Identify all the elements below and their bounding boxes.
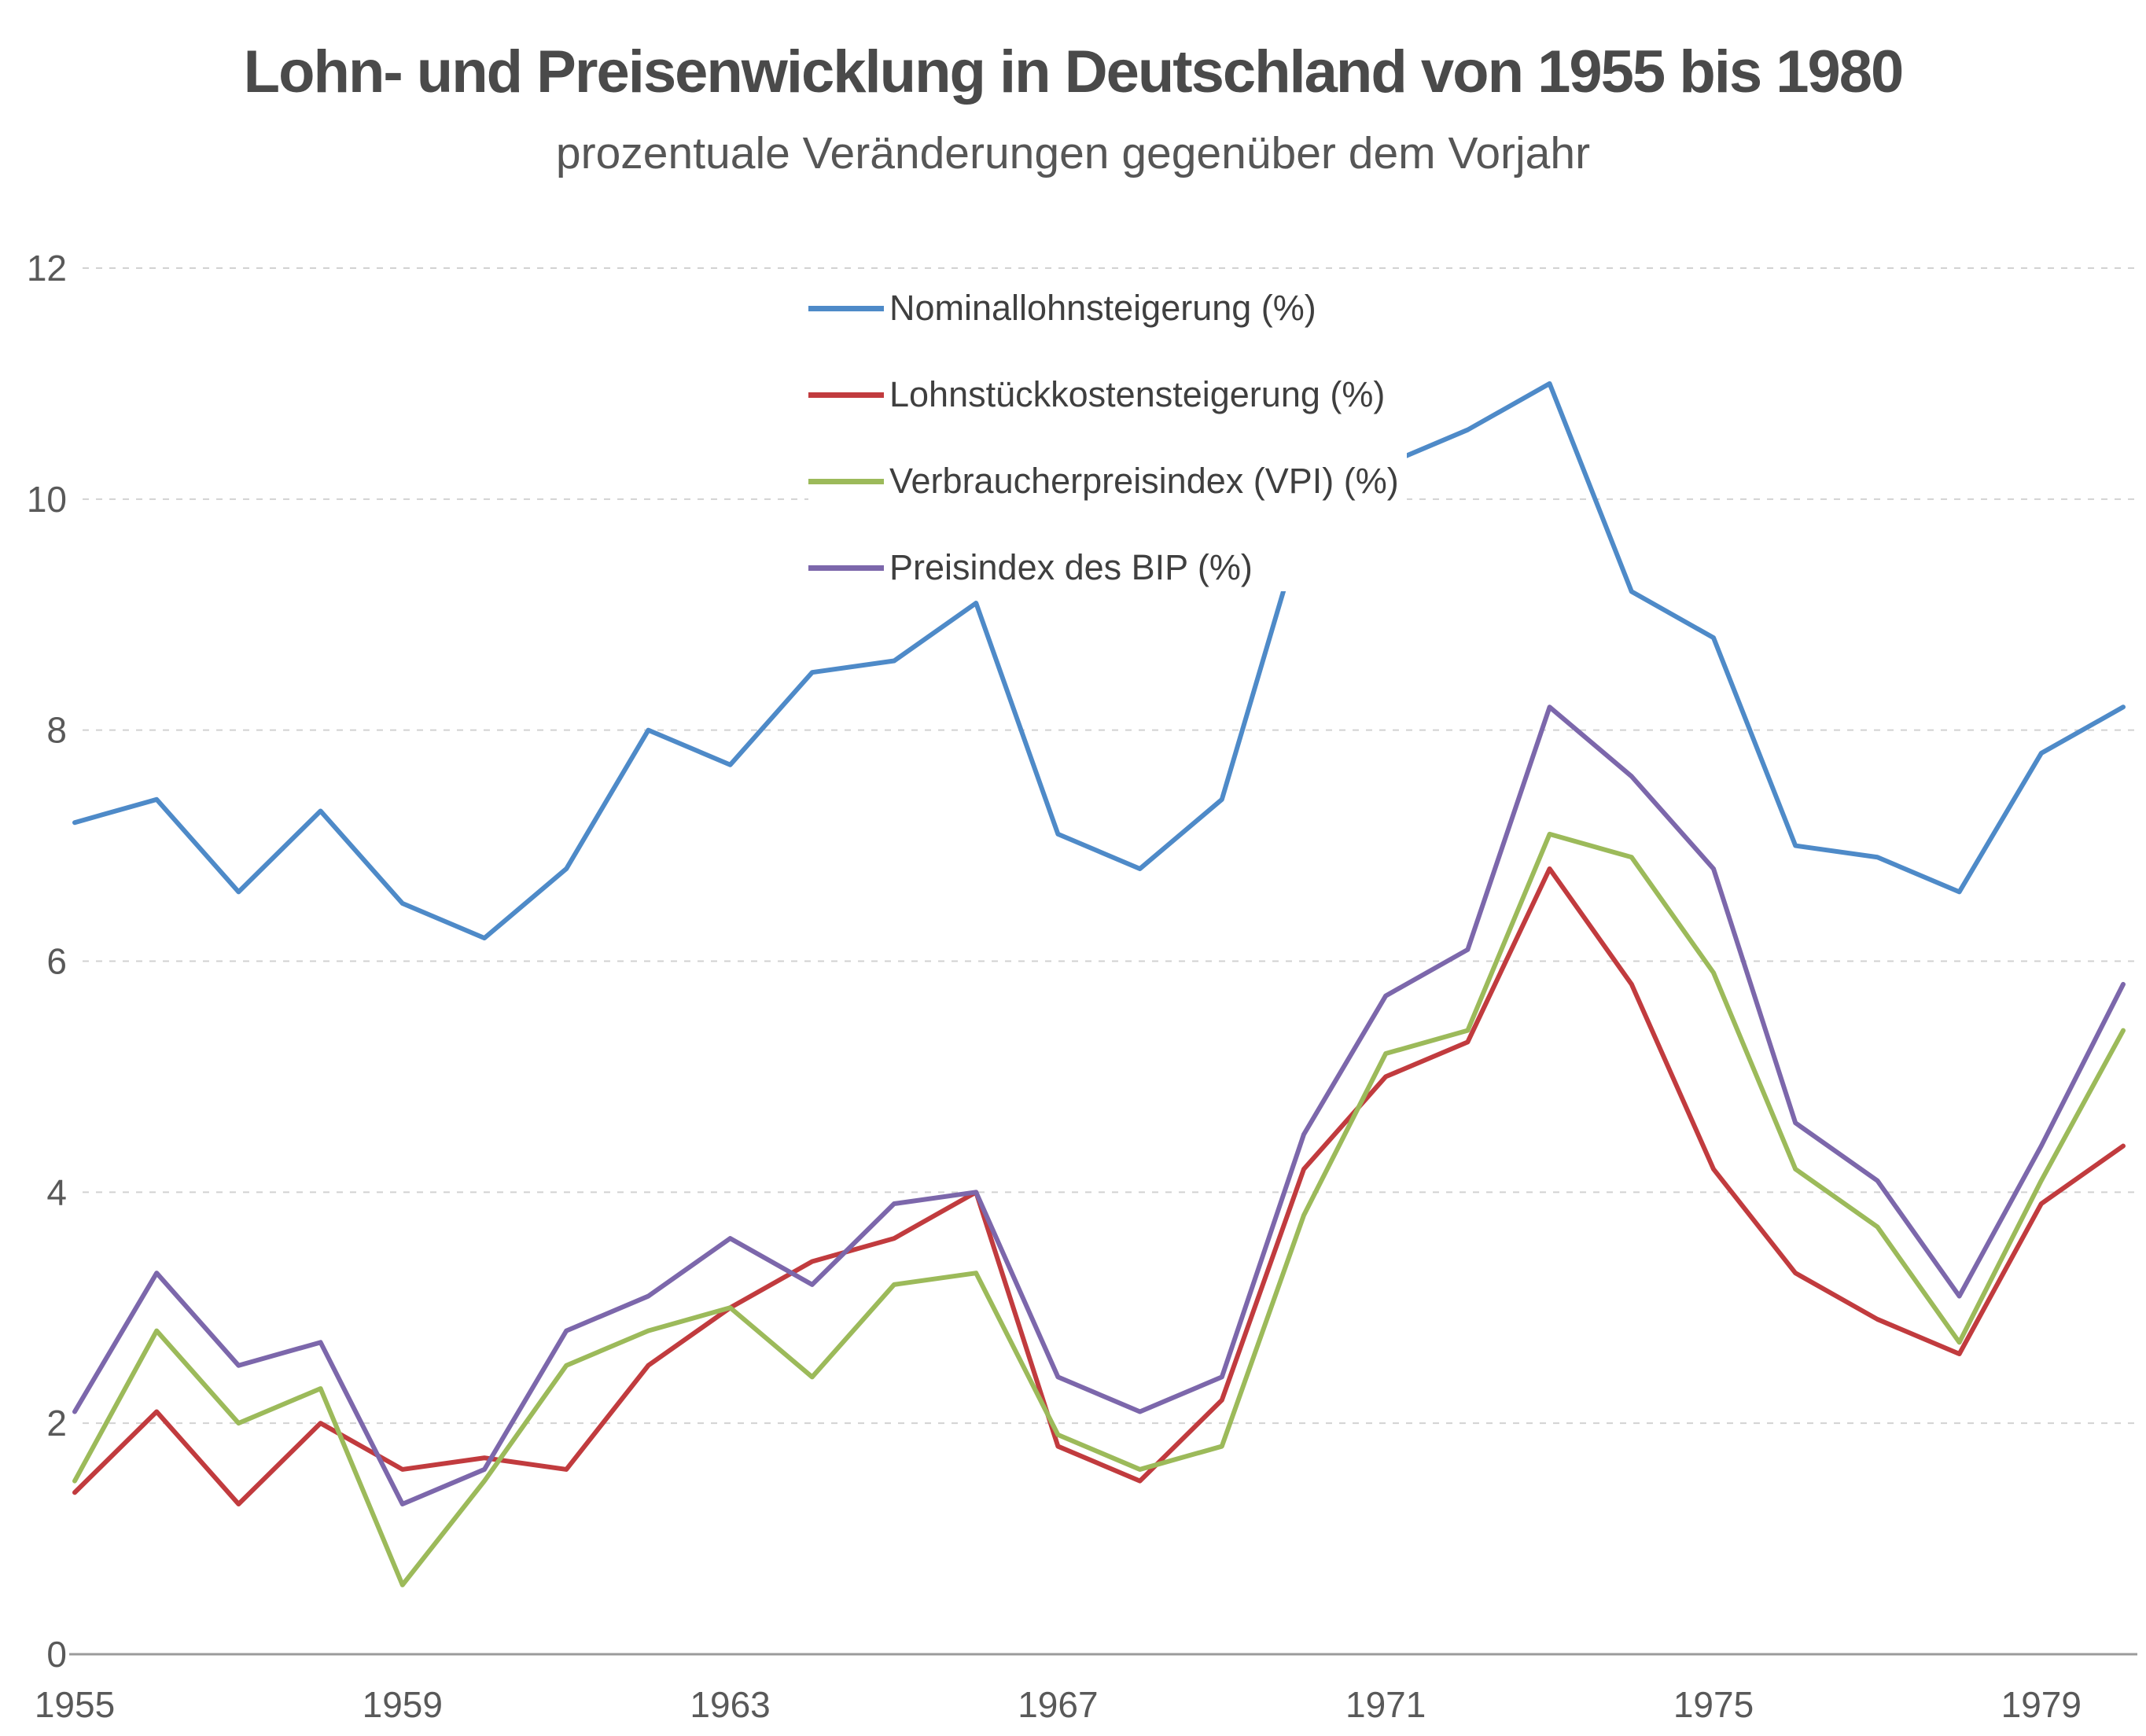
chart-title: Lohn- und Preisenwicklung in Deutschland… (243, 39, 1905, 105)
x-tick-label: 1959 (363, 1684, 443, 1725)
legend-line-swatch-red (808, 392, 884, 398)
x-tick-label: 1975 (1673, 1684, 1754, 1725)
legend-label: Verbraucherpreisindex (VPI) (%) (889, 461, 1399, 501)
y-tick-label: 8 (46, 710, 67, 751)
legend-item-nominallohnsteigerung: Nominallohnsteigerung (%) (808, 288, 1399, 329)
series-line-2 (72, 831, 2126, 1587)
legend-label: Nominallohnsteigerung (%) (889, 288, 1316, 328)
legend-line-swatch-green (808, 478, 884, 484)
legend-line-swatch-blue (808, 305, 884, 311)
legend-line-swatch-purple (808, 565, 884, 571)
y-tick-label: 0 (46, 1634, 67, 1675)
series-line-1 (72, 866, 2126, 1507)
legend-item-preisindex-bip: Preisindex des BIP (%) (808, 547, 1399, 588)
legend-label: Lohnstückkostensteigerung (%) (889, 374, 1386, 414)
series-line-3 (72, 704, 2126, 1507)
legend-label: Preisindex des BIP (%) (889, 547, 1253, 587)
chart-subtitle: prozentuale Veränderungen gegenüber dem … (555, 128, 1591, 178)
y-tick-label: 12 (27, 248, 67, 289)
legend-item-lohnstueckkosten: Lohnstückkostensteigerung (%) (808, 374, 1399, 415)
series-line-0 (72, 381, 2126, 941)
y-tick-label: 4 (46, 1171, 67, 1212)
x-tick-label: 1963 (690, 1684, 770, 1725)
y-tick-label: 2 (46, 1403, 67, 1444)
y-tick-label: 6 (46, 941, 67, 982)
chart-legend: Nominallohnsteigerung (%) Lohnstückkoste… (808, 285, 1407, 591)
x-tick-label: 1955 (35, 1684, 115, 1725)
legend-item-verbraucherpreisindex: Verbraucherpreisindex (VPI) (%) (808, 461, 1399, 502)
x-tick-label: 1967 (1018, 1684, 1098, 1725)
y-tick-label: 10 (27, 479, 67, 520)
x-tick-label: 1979 (2001, 1684, 2082, 1725)
x-tick-label: 1971 (1345, 1684, 1426, 1725)
